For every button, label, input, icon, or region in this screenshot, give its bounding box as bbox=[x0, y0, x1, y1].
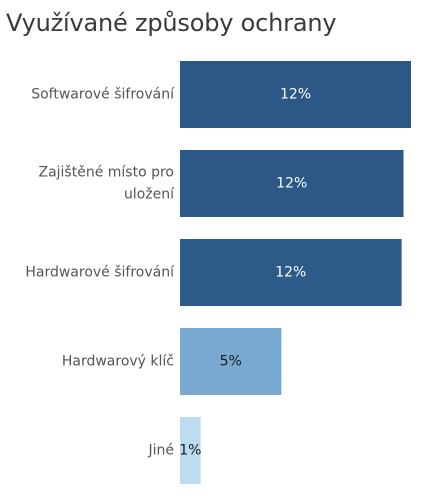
bar[interactable] bbox=[180, 328, 282, 395]
category-label: Zajištěné místo pro bbox=[38, 165, 174, 181]
category-label: Jiné bbox=[147, 443, 174, 459]
category-label: Hardwarové šifrování bbox=[25, 265, 175, 281]
bar[interactable] bbox=[180, 417, 201, 484]
category-label: Hardwarový klíč bbox=[62, 354, 174, 370]
bar-value-label: 5% bbox=[220, 354, 242, 370]
category-label: Softwarové šifrování bbox=[31, 87, 175, 103]
bar[interactable] bbox=[180, 61, 411, 128]
bar-value-label: 12% bbox=[280, 87, 311, 103]
bar-value-label: 12% bbox=[275, 265, 306, 281]
chart-title: Využívané způsoby ochrany bbox=[6, 9, 337, 37]
bar-value-label: 12% bbox=[276, 176, 307, 192]
bar[interactable] bbox=[180, 239, 402, 306]
category-label: uložení bbox=[124, 187, 175, 203]
bar-value-label: 1% bbox=[179, 443, 201, 459]
bar[interactable] bbox=[180, 150, 404, 217]
